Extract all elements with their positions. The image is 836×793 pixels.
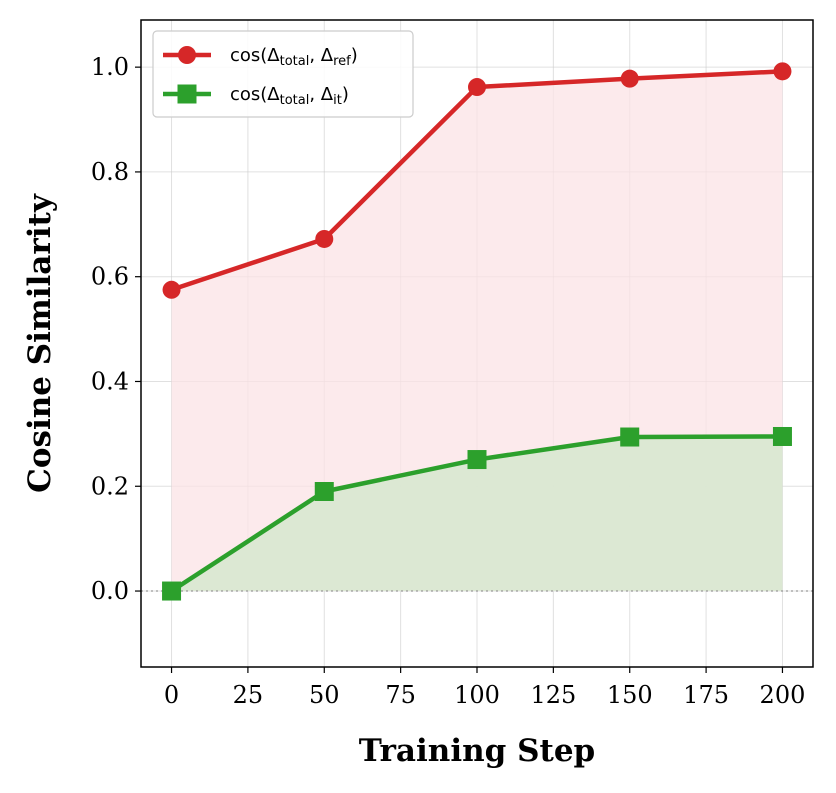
x-tick-label: 150 bbox=[607, 681, 653, 709]
legend-label: cos(Δtotal, Δref) bbox=[230, 45, 358, 69]
y-tick-label: 0.0 bbox=[91, 577, 129, 605]
x-tick-label: 0 bbox=[164, 681, 179, 709]
x-tick-label: 50 bbox=[309, 681, 340, 709]
x-axis-label: Training Step bbox=[359, 733, 595, 769]
legend-marker bbox=[177, 84, 197, 104]
x-tick-label: 125 bbox=[530, 681, 576, 709]
data-point bbox=[162, 280, 181, 299]
y-tick-label: 0.6 bbox=[91, 263, 129, 291]
legend-marker bbox=[178, 46, 196, 64]
legend-box bbox=[152, 30, 414, 118]
series-fills bbox=[171, 71, 783, 592]
x-tick-label: 175 bbox=[683, 681, 729, 709]
y-axis-label: Cosine Similarity bbox=[22, 193, 58, 493]
x-tick-label: 100 bbox=[454, 681, 500, 709]
y-axis-ticks: 0.0 0.2 0.4 0.6 0.8 1.0 bbox=[91, 53, 141, 605]
data-point bbox=[620, 69, 639, 88]
series-fill-1 bbox=[171, 436, 783, 592]
y-tick-label: 0.8 bbox=[91, 158, 129, 186]
x-tick-label: 75 bbox=[385, 681, 416, 709]
data-point bbox=[162, 581, 182, 601]
x-axis-ticks: 0 25 50 75 100 125 150 175 200 bbox=[164, 667, 805, 709]
series-lines bbox=[162, 62, 792, 601]
x-tick-label: 25 bbox=[233, 681, 264, 709]
data-point bbox=[773, 62, 792, 81]
y-tick-label: 1.0 bbox=[91, 53, 129, 81]
legend: cos(Δtotal, Δref) cos(Δtotal, Δit) bbox=[152, 30, 414, 118]
data-point bbox=[772, 426, 792, 446]
data-point bbox=[314, 481, 334, 501]
data-point bbox=[620, 427, 640, 447]
data-point bbox=[315, 229, 334, 248]
x-tick-label: 200 bbox=[760, 681, 806, 709]
data-point bbox=[468, 78, 486, 97]
y-tick-label: 0.4 bbox=[91, 367, 129, 395]
legend-label: cos(Δtotal, Δit) bbox=[230, 84, 349, 108]
y-tick-label: 0.2 bbox=[91, 472, 129, 500]
data-point bbox=[467, 450, 487, 470]
